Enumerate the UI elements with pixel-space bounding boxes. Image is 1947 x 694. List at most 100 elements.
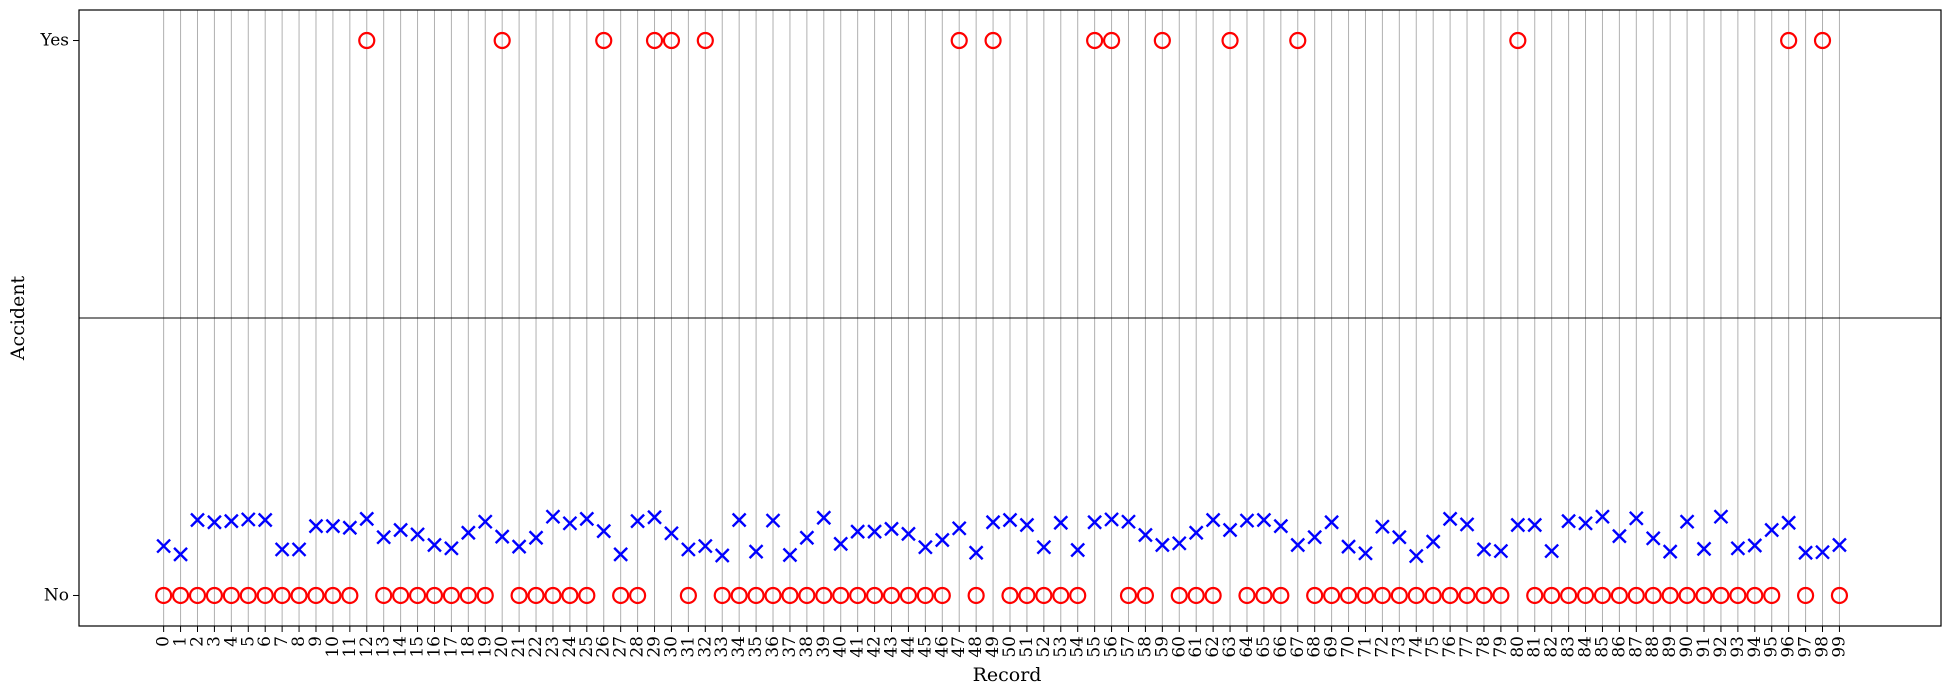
circle-point: [1712, 586, 1730, 605]
x-point: [427, 537, 442, 553]
x-point: [1578, 515, 1593, 531]
x-point: [460, 525, 476, 541]
circle-point: [781, 586, 799, 605]
circle-point: [1373, 586, 1392, 605]
x-point: [1138, 527, 1153, 543]
x-point: [1713, 509, 1729, 525]
x-point: [647, 509, 662, 525]
x-tick-label: 34: [729, 636, 749, 658]
circle-point: [747, 586, 765, 605]
circle-point: [612, 586, 630, 605]
x-point: [968, 545, 984, 561]
x-tick-label: 35: [746, 636, 766, 658]
x-tick-label: 63: [1220, 636, 1240, 658]
x-point: [410, 527, 425, 542]
x-point: [596, 523, 612, 539]
x-tick-label: 43: [882, 636, 902, 658]
x-point: [274, 542, 290, 557]
circle-point: [1441, 586, 1459, 605]
x-point: [1121, 514, 1136, 530]
x-tick-label: 69: [1322, 636, 1342, 658]
circle-point: [205, 586, 224, 605]
x-tick-label: 44: [898, 636, 918, 658]
circle-point: [1238, 586, 1256, 605]
circle-point: [798, 586, 816, 605]
x-point: [816, 510, 832, 526]
circle-point: [375, 586, 393, 605]
x-point: [477, 514, 493, 530]
x-point: [545, 509, 561, 525]
circle-point: [1695, 586, 1713, 605]
x-tick-label: 78: [1474, 636, 1494, 658]
x-tick-label: 81: [1525, 636, 1545, 658]
x-point: [1781, 515, 1796, 531]
x-tick-label: 79: [1491, 636, 1511, 658]
x-point: [1747, 538, 1763, 553]
circle-point: [1559, 586, 1578, 605]
circle-point: [1610, 586, 1628, 605]
x-point: [1273, 518, 1289, 534]
circle-point: [1729, 586, 1747, 605]
circle-point: [865, 586, 884, 605]
x-point: [1561, 513, 1576, 529]
x-tick-label: 83: [1559, 636, 1579, 658]
x-point: [1324, 514, 1339, 530]
x-tick-label: 48: [966, 636, 986, 658]
x-point: [1358, 545, 1373, 561]
x-point: [240, 512, 256, 527]
x-point: [156, 538, 171, 554]
circle-point: [1678, 586, 1696, 605]
x-point: [1730, 540, 1746, 556]
circle-point: [1593, 586, 1612, 605]
x-tick-label: 16: [424, 636, 444, 658]
circle-point: [1102, 31, 1121, 50]
circle-point: [527, 586, 545, 605]
circle-point: [764, 586, 782, 605]
x-tick-label: 82: [1542, 636, 1562, 658]
x-point: [1104, 512, 1119, 527]
circle-point: [815, 586, 833, 605]
x-point: [1425, 534, 1441, 549]
circle-point: [662, 31, 681, 50]
circle-point: [256, 586, 274, 605]
x-tick-label: 12: [357, 636, 377, 658]
circle-point: [1424, 586, 1442, 605]
x-tick-label: 90: [1677, 636, 1697, 658]
circle-point: [645, 31, 664, 50]
x-point: [1307, 529, 1323, 545]
x-tick-label: 55: [1085, 636, 1105, 658]
x-point: [1239, 513, 1255, 528]
circle-point: [290, 586, 308, 605]
x-point: [884, 521, 899, 537]
x-tick-label: 57: [1118, 636, 1138, 658]
circle-point: [1492, 586, 1510, 605]
circle-point: [1052, 586, 1070, 605]
x-tick-label: 13: [374, 636, 394, 658]
x-tick-label: 5: [238, 636, 258, 647]
circle-point: [239, 586, 257, 605]
x-tick-label: 53: [1051, 636, 1071, 658]
x-tick-label: 10: [323, 636, 343, 658]
x-point: [681, 542, 696, 557]
circle-point: [1356, 586, 1375, 605]
x-tick-label: 7: [272, 636, 292, 647]
circle-point: [1086, 31, 1104, 50]
circle-point: [425, 586, 444, 605]
x-point: [867, 524, 882, 540]
circle-point: [1069, 586, 1087, 605]
circle-point: [899, 586, 918, 605]
x-point: [1612, 528, 1627, 544]
x-tick-label: 58: [1135, 636, 1155, 658]
circle-point: [967, 586, 985, 605]
x-point: [1628, 510, 1644, 526]
x-tick-label: 22: [526, 636, 546, 658]
x-tick-label: 20: [492, 636, 512, 658]
x-point: [1408, 548, 1424, 564]
circle-point: [933, 586, 951, 605]
x-point: [714, 548, 730, 563]
x-tick-label: 40: [831, 636, 851, 658]
circle-point: [408, 586, 427, 605]
x-point: [562, 515, 578, 531]
x-tick-label: 0: [154, 636, 174, 647]
x-tick-label: 21: [509, 636, 529, 658]
